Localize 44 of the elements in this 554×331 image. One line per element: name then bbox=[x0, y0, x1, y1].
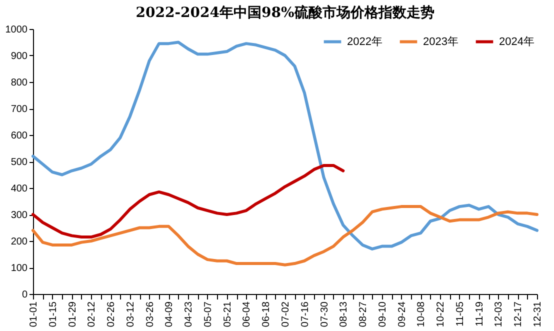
x-tick-label: 12-31 bbox=[532, 301, 544, 328]
y-tick-label: 400 bbox=[10, 184, 28, 194]
x-tick-label: 04-23 bbox=[184, 301, 195, 328]
x-tick-label: 07-30 bbox=[319, 301, 330, 328]
x-tick-label: 09-10 bbox=[377, 301, 388, 328]
y-tick-label: 0 bbox=[22, 290, 28, 300]
y-tick-label: 100 bbox=[10, 263, 28, 274]
x-tick-label: 05-21 bbox=[222, 301, 234, 328]
y-tick-label: 200 bbox=[10, 236, 28, 248]
x-tick-label: 06-18 bbox=[261, 301, 272, 328]
x-tick-label: 02-12 bbox=[86, 301, 98, 328]
x-tick-label: 05-07 bbox=[202, 301, 214, 328]
x-tick-label: 10-22 bbox=[436, 301, 447, 328]
x-tick-label: 12-17 bbox=[513, 301, 524, 328]
y-tick-label: 800 bbox=[10, 78, 28, 88]
x-tick-label: 10-08 bbox=[416, 301, 428, 328]
y-tick-label: 1000 bbox=[5, 24, 28, 36]
x-tick-label: 11-05 bbox=[454, 301, 466, 326]
y-tick-label: 500 bbox=[10, 157, 28, 168]
x-tick-label: 07-16 bbox=[300, 301, 311, 328]
line-series bbox=[32, 205, 538, 266]
y-tick-label: 600 bbox=[10, 130, 28, 142]
legend-label: 2022年 bbox=[347, 36, 382, 48]
legend-label: 2024年 bbox=[499, 36, 534, 48]
x-tick-label: 08-27 bbox=[358, 301, 370, 328]
x-tick-label: 12-03 bbox=[494, 301, 505, 328]
x-tick-label: 02-26 bbox=[106, 301, 118, 328]
line-series bbox=[32, 164, 345, 239]
chart-title: 2022-2024年中国98%硫酸市场价格指数走势 bbox=[136, 4, 434, 21]
x-tick-label: 09-24 bbox=[396, 301, 408, 328]
x-tick-label: 01-01 bbox=[28, 301, 40, 328]
x-tick-label: 01-29 bbox=[67, 301, 78, 328]
x-tick-label: 06-04 bbox=[242, 301, 253, 328]
y-tick-label: 900 bbox=[10, 51, 28, 62]
x-tick-label: 04-09 bbox=[164, 301, 176, 328]
x-tick-label: 03-26 bbox=[144, 301, 156, 328]
x-tick-label: 03-12 bbox=[125, 301, 136, 328]
legend-label: 2023年 bbox=[423, 36, 458, 48]
y-tick-label: 300 bbox=[10, 210, 28, 221]
x-tick-label: 01-15 bbox=[48, 301, 59, 328]
x-tick-label: 07-02 bbox=[280, 301, 292, 328]
y-tick-label: 700 bbox=[10, 104, 28, 115]
x-tick-label: 08-13 bbox=[338, 301, 350, 328]
x-tick-label: 11-19 bbox=[474, 301, 486, 326]
